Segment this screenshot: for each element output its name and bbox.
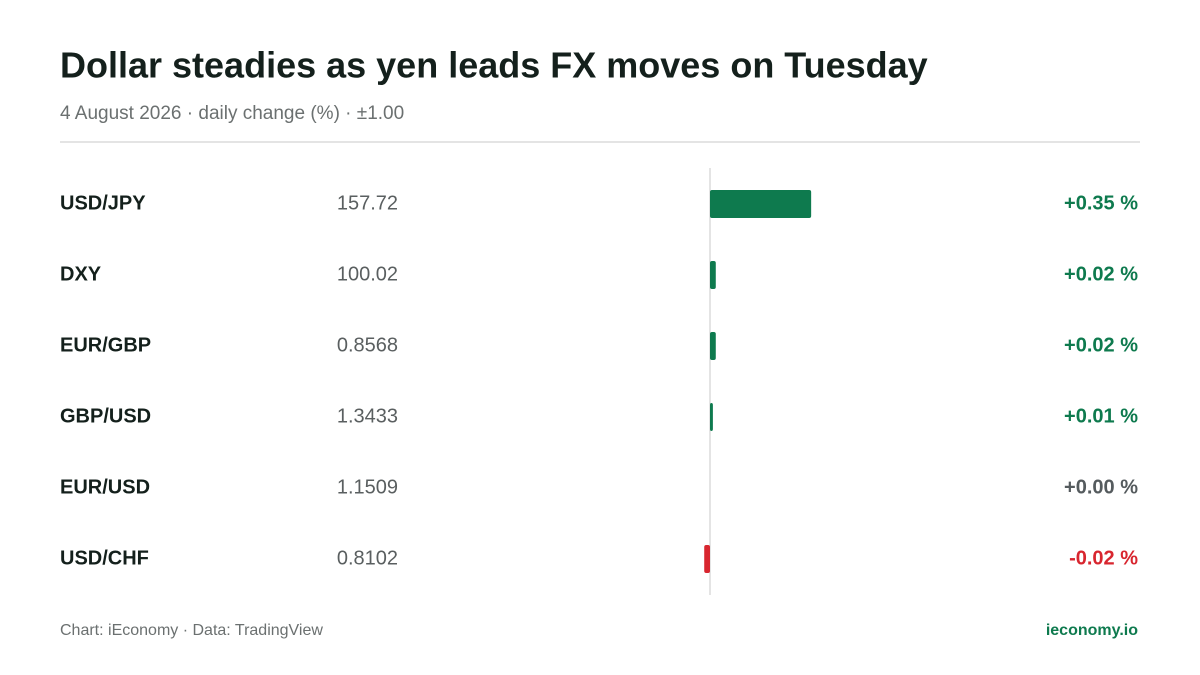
price: 157.72 <box>337 192 398 214</box>
value-label: -0.02 % <box>1069 547 1138 569</box>
price: 0.8568 <box>337 334 398 356</box>
bar <box>710 403 713 431</box>
pair-label: GBP/USD <box>60 405 151 427</box>
chart-title: Dollar steadies as yen leads FX moves on… <box>60 45 928 86</box>
value-label: +0.35 % <box>1064 192 1138 214</box>
price: 0.8102 <box>337 547 398 569</box>
pair-label: USD/CHF <box>60 547 149 569</box>
price: 1.3433 <box>337 405 398 427</box>
value-label: +0.01 % <box>1064 405 1138 427</box>
source: Chart: iEconomy · Data: TradingView <box>60 622 323 639</box>
brand: ieconomy.io <box>1046 622 1138 639</box>
chart-subtitle: 4 August 2026 · daily change (%) · ±1.00 <box>60 103 404 124</box>
price: 100.02 <box>337 263 398 285</box>
bar <box>704 545 710 573</box>
bar <box>710 190 812 218</box>
value-label: +0.02 % <box>1064 263 1138 285</box>
value-label: +0.02 % <box>1064 334 1138 356</box>
pair-label: EUR/USD <box>60 476 150 498</box>
value-label: +0.00 % <box>1064 476 1138 498</box>
bar <box>710 332 716 360</box>
pair-label: DXY <box>60 263 102 285</box>
pair-label: EUR/GBP <box>60 334 151 356</box>
price: 1.1509 <box>337 476 398 498</box>
pair-label: USD/JPY <box>60 192 146 214</box>
bar <box>710 261 716 289</box>
